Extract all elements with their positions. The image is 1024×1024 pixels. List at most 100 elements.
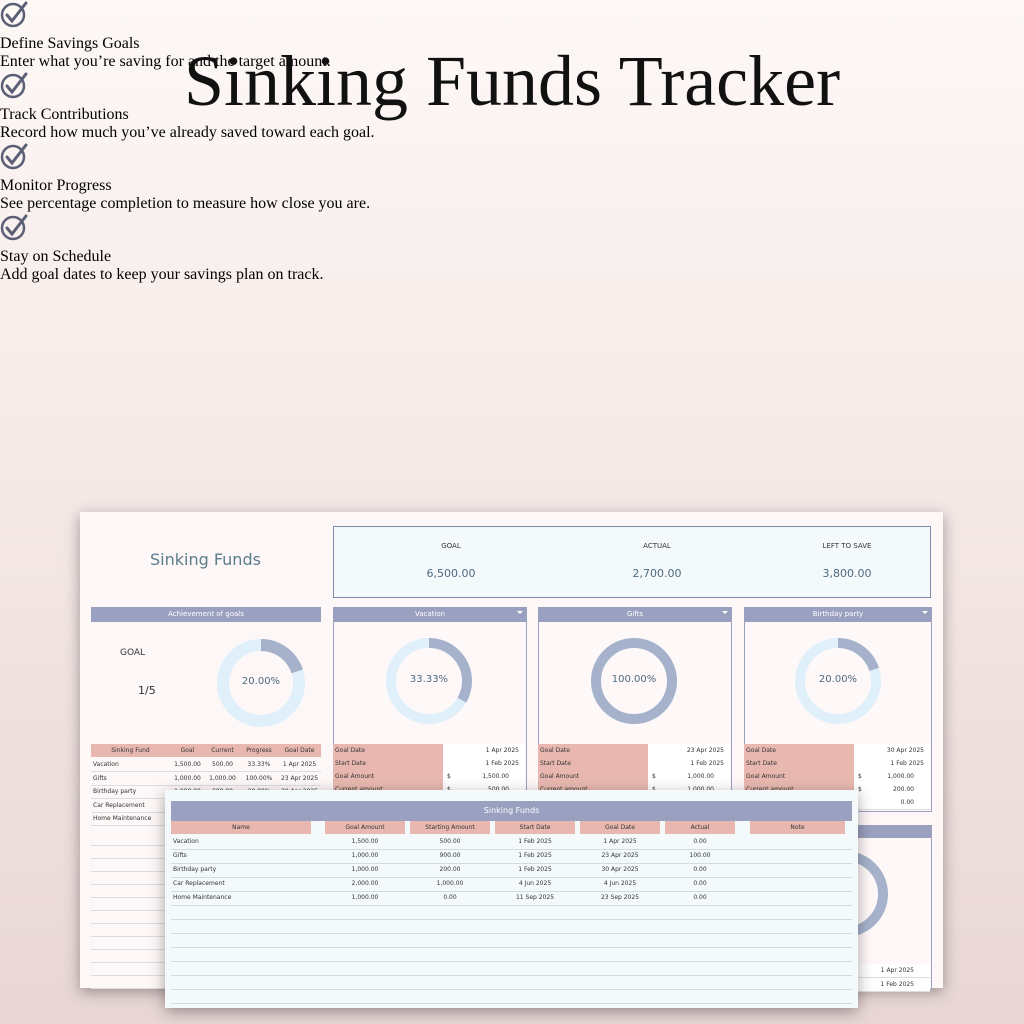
- card-label: Start Date: [538, 757, 648, 770]
- sheet-cell: 11 Sep 2025: [515, 894, 555, 901]
- card-header: Gifts: [538, 607, 732, 622]
- data-sheet: Sinking Funds Name Goal Amount Starting Amo…: [165, 790, 858, 1008]
- table-cell: 1,000.00: [174, 774, 201, 782]
- dropdown-arrow: [922, 611, 928, 617]
- sheet-cell: 0.00: [693, 838, 707, 845]
- sheet-cell: 1,000.00: [436, 880, 464, 887]
- sheet-header: Starting Amount: [410, 821, 490, 834]
- feature-text: See percentage completion to measure how…: [0, 195, 371, 212]
- row-line: [171, 919, 852, 934]
- card-label: Goal Date: [538, 744, 648, 757]
- currency: $: [858, 786, 862, 793]
- currency: $: [447, 783, 451, 796]
- currency: $: [652, 773, 656, 780]
- table-cell: 23 Apr 2025: [280, 774, 319, 782]
- card-label: Goal Amount: [744, 770, 854, 783]
- sheet-cell: 900.00: [439, 852, 461, 859]
- card-label: Start Date: [333, 757, 443, 770]
- row-line: [171, 947, 852, 962]
- sheet-header: Name: [171, 821, 311, 834]
- card-value: 0.00: [900, 799, 914, 806]
- feature-text: Enter what you’re saving for and the tar…: [0, 53, 331, 70]
- currency: $: [858, 773, 862, 780]
- table-cell: Car Replacement: [93, 801, 145, 809]
- sheet-cell: Vacation: [173, 838, 199, 845]
- sheet-cell: 0.00: [693, 866, 707, 873]
- row-line: [171, 975, 852, 990]
- feature-title: Stay on Schedule: [0, 248, 112, 265]
- card-label: Goal Date: [744, 744, 854, 757]
- card-value: 1 Feb 2025: [880, 981, 914, 988]
- check-icon: [0, 214, 28, 241]
- feature: Define Savings Goals Enter what you’re sa…: [0, 0, 1024, 71]
- table-cell: 500.00: [212, 761, 233, 768]
- sheet-cell: Car Replacement: [173, 880, 225, 887]
- check-icon: [0, 143, 28, 170]
- sheet-cell: 23 Sep 2025: [600, 894, 640, 901]
- card-value: 1 Apr 2025: [880, 967, 914, 974]
- sheet-title: Sinking Funds: [171, 801, 852, 821]
- card-header: Vacation: [333, 607, 527, 622]
- card-label: Goal Date: [333, 744, 443, 757]
- card-header: Birthday party: [744, 607, 932, 622]
- summary-value: 3,800.00: [822, 567, 872, 580]
- sheet-cell: 1 Apr 2025: [603, 838, 637, 845]
- sheet-cell: 1,000.00: [351, 852, 379, 859]
- table-header: Goal: [170, 744, 205, 757]
- row-line: [171, 835, 852, 850]
- donut: [591, 638, 677, 724]
- table-cell: Birthday party: [93, 788, 137, 795]
- donut: [386, 638, 472, 724]
- goal-count: 1/5: [138, 684, 156, 697]
- table-header: Goal Date: [278, 744, 321, 757]
- sheet-cell: Gifts: [173, 852, 187, 859]
- feature-text: Record how much you’ve already saved tow…: [0, 124, 375, 141]
- row-line: [171, 891, 852, 906]
- sheet-cell: 1,500.00: [351, 838, 379, 845]
- sheet-cell: 4 Jun 2025: [603, 880, 637, 887]
- sheet-cell: 1 Feb 2025: [518, 866, 552, 873]
- card-label: Start Date: [744, 757, 854, 770]
- donut-arc: [795, 638, 881, 724]
- sheet-header: Start Date: [495, 821, 575, 834]
- check-icon: [0, 1, 28, 28]
- sheet-cell: 23 Apr 2025: [601, 852, 639, 859]
- feature: Track Contributions Record how much you’v…: [0, 71, 1024, 142]
- feature: Monitor Progress See percentage completio…: [0, 142, 1024, 213]
- donut-arc: [591, 638, 677, 724]
- sheet-cell: 30 Apr 2025: [601, 866, 639, 873]
- donut-label: 33.33%: [409, 674, 449, 685]
- sheet-cell: 1 Feb 2025: [518, 852, 552, 859]
- sheet-cell: 0.00: [693, 894, 707, 901]
- summary-box: [333, 526, 931, 598]
- sheet-cell: 200.00: [439, 866, 461, 873]
- table-cell: Home Maintenance: [93, 815, 152, 822]
- donut-arc: [217, 639, 305, 727]
- sheet-cell: Birthday party: [173, 866, 217, 873]
- row-line: [171, 877, 852, 892]
- row-line: [171, 863, 852, 878]
- card-value: 1 Feb 2025: [890, 760, 924, 767]
- table-cell: Gifts: [93, 774, 107, 782]
- dropdown-arrow: [517, 611, 523, 617]
- table-cell: 1,500.00: [174, 761, 201, 768]
- sheet-cell: 1 Feb 2025: [518, 838, 552, 845]
- summary-value: 2,700.00: [632, 567, 682, 580]
- sheet-header: Goal Amount: [325, 821, 405, 834]
- feature: Stay on Schedule Add goal dates to keep y…: [0, 213, 1024, 284]
- row-line: [171, 933, 852, 948]
- row-line: [171, 905, 852, 920]
- card-value: 1 Feb 2025: [485, 760, 519, 767]
- features: Define Savings Goals Enter what you’re sa…: [0, 0, 1024, 284]
- table-cell: 1 Apr 2025: [282, 761, 317, 768]
- table-header: Sinking Fund: [91, 744, 170, 757]
- summary-label: ACTUAL: [643, 542, 671, 550]
- dashboard-title: Sinking Funds: [150, 550, 261, 569]
- check-circle: [0, 2, 26, 28]
- currency: $: [447, 773, 451, 780]
- currency: $: [652, 783, 656, 796]
- donut-arc: [386, 638, 472, 724]
- table-header: Current: [205, 744, 240, 757]
- feature-title: Define Savings Goals: [0, 35, 140, 52]
